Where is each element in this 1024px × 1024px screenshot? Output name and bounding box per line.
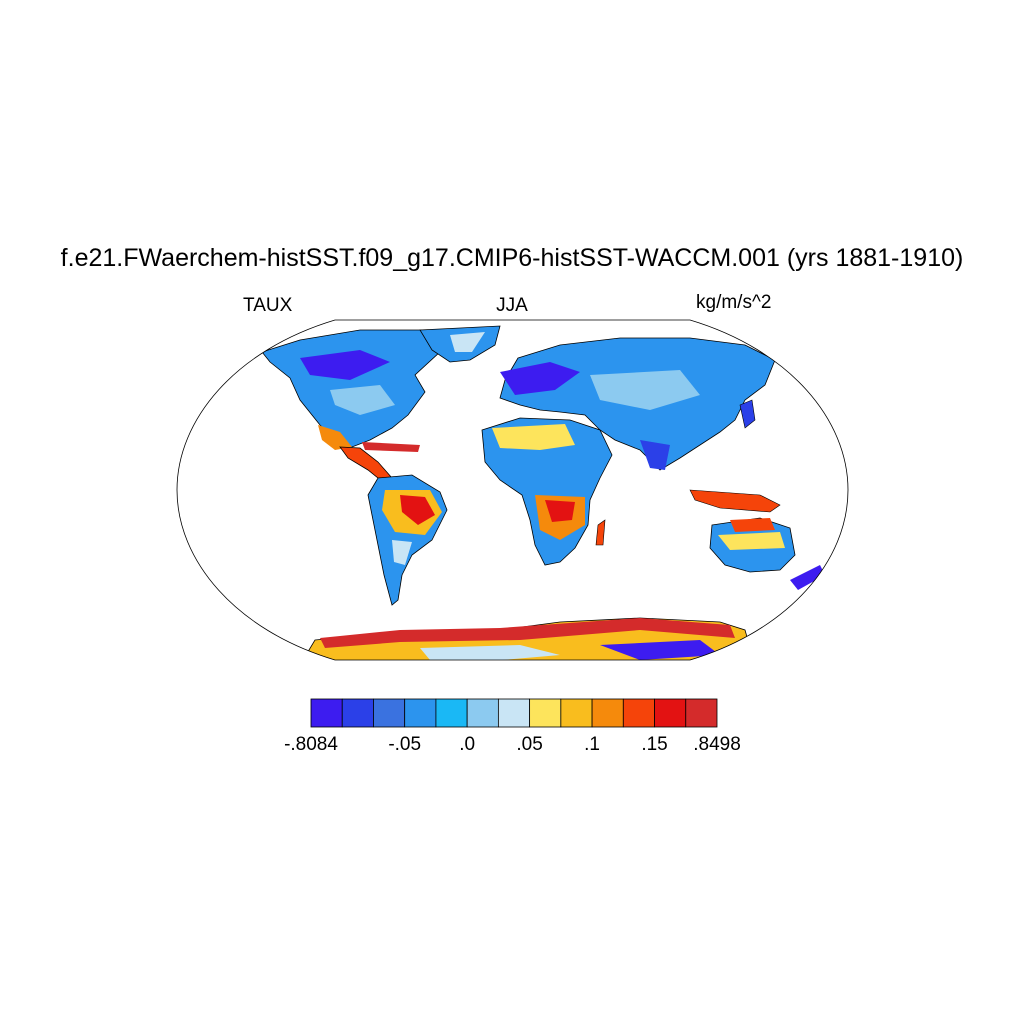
greenland-light <box>450 332 485 352</box>
japan <box>739 399 756 429</box>
colorbar-box <box>591 698 624 728</box>
sahara-warm <box>492 424 575 450</box>
colorbar-box <box>341 698 374 728</box>
colorbar-box <box>654 698 687 728</box>
variable-label: TAUX <box>243 295 293 316</box>
colorbar-tick-label: .15 <box>641 734 668 755</box>
colorbar-box <box>685 698 718 728</box>
colorbar-tick-label: .8498 <box>693 734 741 755</box>
colorbar-box <box>404 698 437 728</box>
colorbar-box <box>435 698 468 728</box>
eurasia-north <box>500 362 580 395</box>
colorbar-tick-label: -.05 <box>388 734 422 755</box>
antarctica-light <box>420 645 560 660</box>
north-america-light <box>330 385 395 415</box>
colorbar-box <box>373 698 406 728</box>
south-america-hot <box>400 495 435 525</box>
south-america-light <box>392 540 412 565</box>
india-blue <box>640 440 670 470</box>
colorbar-box <box>560 698 593 728</box>
new-zealand <box>790 565 825 590</box>
colorbar-box <box>497 698 531 728</box>
southern-africa-core <box>545 500 575 522</box>
colorbar-box <box>466 698 499 728</box>
eurasia-central-light <box>590 370 700 410</box>
mexico-warm <box>318 425 352 450</box>
caribbean-band <box>362 442 420 452</box>
antarctica-red-band <box>320 618 735 648</box>
colorbar-tick-label: .1 <box>584 734 600 755</box>
madagascar <box>595 519 606 546</box>
australia-north <box>730 518 775 532</box>
colorbar-tick-label: .05 <box>516 734 543 755</box>
australia-warm <box>718 532 785 550</box>
figure-title: f.e21.FWaerchem-histSST.f09_g17.CMIP6-hi… <box>60 244 964 272</box>
antarctica-blue <box>600 640 720 660</box>
season-label: JJA <box>496 295 528 316</box>
colorbar-box <box>622 698 655 728</box>
colorbar-box <box>310 698 343 728</box>
map-outline <box>176 319 849 661</box>
north-america-north-band <box>300 350 390 380</box>
colorbar-box <box>529 698 562 728</box>
indonesia <box>689 489 781 513</box>
colorbar-tick-label: .0 <box>459 734 476 755</box>
colorbar-tick-label: -.8084 <box>284 734 338 755</box>
units-label: kg/m/s^2 <box>696 292 772 313</box>
